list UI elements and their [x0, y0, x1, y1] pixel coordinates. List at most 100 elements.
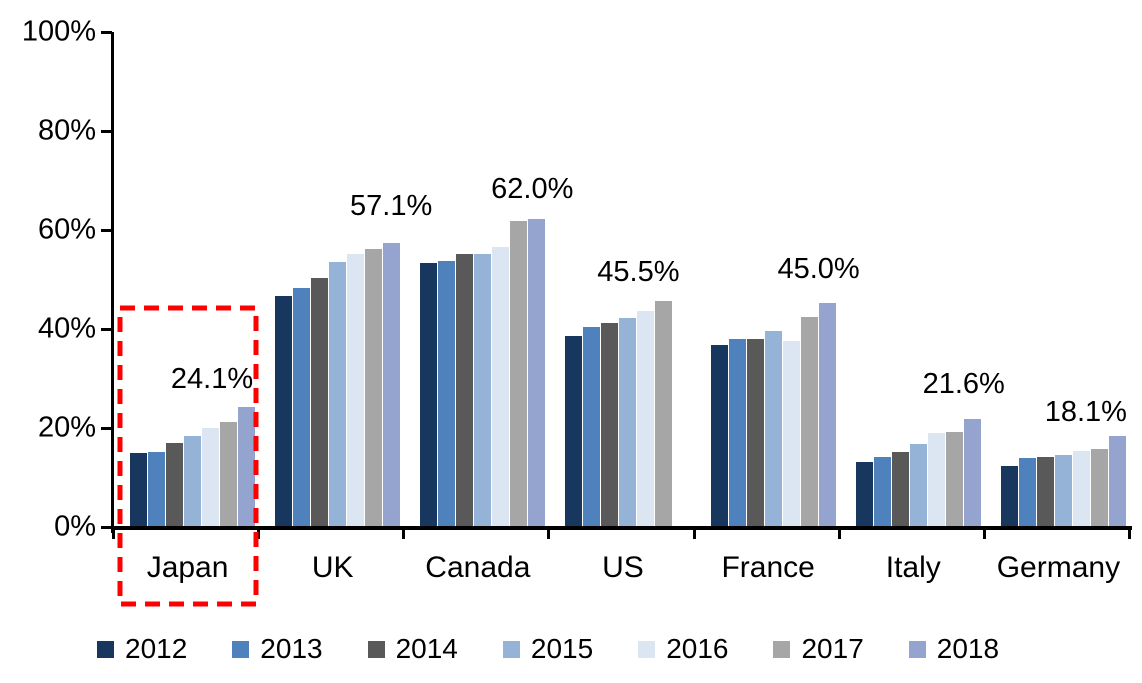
y-axis-tick [101, 129, 112, 133]
bar-italy-2018 [963, 419, 981, 526]
bar-japan-2012 [130, 452, 147, 526]
legend-swatch-2015 [502, 640, 520, 658]
bar-group-uk: 57.1% [260, 32, 432, 526]
y-axis-tick [101, 426, 112, 430]
legend-label-2012: 2012 [125, 633, 188, 664]
bar-germany-2018 [1108, 436, 1126, 526]
bar-germany-2016 [1072, 450, 1090, 526]
data-label-uk: 57.1% [350, 190, 433, 223]
bar-us-2016 [637, 311, 655, 526]
bar-group-italy: 21.6% [841, 32, 1005, 526]
legend-label-2017: 2017 [801, 633, 864, 664]
legend-swatch-2018 [908, 640, 926, 658]
bar-canada-2018 [528, 219, 546, 526]
bar-canada-2015 [474, 254, 492, 526]
legend-label-2013: 2013 [260, 633, 323, 664]
y-axis-tick [101, 525, 112, 529]
legend-item-2013: 2013 [232, 633, 323, 664]
y-axis-line [111, 32, 114, 533]
legend-label-2014: 2014 [395, 633, 458, 664]
category-label-germany: Germany [996, 551, 1121, 584]
x-axis-line [111, 526, 1132, 530]
bar-uk-2016 [347, 254, 365, 526]
bar-germany-2013 [1018, 458, 1036, 526]
legend-item-2012: 2012 [97, 634, 187, 664]
bar-italy-2015 [909, 443, 927, 526]
x-axis-tick [112, 529, 115, 539]
bar-us-2017 [655, 300, 673, 526]
y-axis-tick-label: 80% [37, 114, 96, 147]
data-label-italy: 21.6% [922, 368, 1005, 401]
legend-label-2016: 2016 [666, 633, 729, 664]
bar-us-2015 [619, 318, 637, 526]
legend-swatch-2017 [773, 640, 791, 658]
category-label-us: US [602, 551, 644, 584]
bar-canada-2012 [420, 263, 438, 526]
bar-italy-2013 [873, 457, 891, 526]
x-axis-tick [402, 529, 406, 539]
bar-france-2017 [800, 316, 818, 526]
bar-germany-2015 [1054, 454, 1072, 526]
bar-japan-2015 [184, 436, 201, 526]
legend-swatch-2016 [638, 640, 656, 658]
y-axis-tick [101, 30, 112, 34]
bar-group-canada: 62.0% [405, 32, 573, 526]
legend-label-2018: 2018 [936, 633, 1000, 664]
data-label-germany: 18.1% [1044, 396, 1127, 429]
bar-uk-2013 [293, 288, 311, 526]
bar-italy-2012 [855, 461, 873, 526]
bar-canada-2017 [510, 221, 528, 526]
bar-france-2018 [818, 303, 836, 526]
bar-italy-2016 [927, 433, 945, 526]
bar-canada-2014 [456, 253, 474, 526]
bar-canada-2013 [438, 260, 456, 526]
legend: 2012 2013 2014 2015 2016 2017 2018 [97, 631, 999, 667]
x-axis-tick [692, 529, 696, 539]
category-label-uk: UK [311, 551, 354, 584]
bar-italy-2014 [891, 451, 909, 526]
bar-group-japan: 24.1% [115, 32, 260, 526]
data-label-japan: 24.1% [170, 362, 254, 395]
category-label-canada: Canada [425, 551, 531, 584]
bar-france-2013 [728, 338, 746, 526]
y-axis-tick-label: 60% [37, 213, 96, 246]
bar-group-france: 45.0% [696, 32, 860, 526]
bar-france-2015 [764, 330, 782, 526]
bar-germany-2012 [1000, 465, 1018, 526]
bar-france-2012 [710, 344, 728, 526]
bar-france-2014 [746, 339, 764, 526]
legend-item-2016: 2016 [638, 634, 728, 664]
bar-uk-2012 [275, 296, 293, 526]
data-label-canada: 62.0% [491, 173, 574, 206]
x-axis-tick [837, 529, 841, 539]
category-label-italy: Italy [885, 551, 941, 584]
legend-swatch-2014 [367, 640, 385, 658]
y-axis-tick-label: 0% [54, 510, 96, 543]
y-axis-tick [101, 327, 112, 331]
bar-japan-2014 [166, 443, 183, 526]
bar-germany-2017 [1090, 448, 1108, 526]
legend-item-2018: 2018 [908, 633, 1000, 664]
bar-germany-2014 [1036, 457, 1054, 526]
legend-label-2015: 2015 [530, 633, 594, 664]
y-axis-tick-label: 100% [21, 15, 96, 48]
legend-item-2015: 2015 [502, 633, 594, 664]
plot-area: 100% 80% 60% 40% 20% 0% 24.1% 57.1% 62.0% 45.5% 45… [22, 17, 1132, 541]
bar-japan-2016 [202, 428, 219, 526]
bar-japan-2017 [220, 421, 237, 526]
y-axis-tick-label: 20% [37, 411, 96, 444]
category-label-france: France [721, 551, 815, 584]
legend-swatch-2013 [232, 640, 250, 658]
data-label-us: 45.5% [597, 255, 680, 288]
bar-uk-2015 [329, 261, 347, 526]
bar-france-2016 [782, 340, 800, 526]
bar-us-2014 [601, 323, 619, 526]
x-axis-tick [982, 529, 986, 539]
bar-group-us: 45.5% [550, 32, 695, 526]
bar-uk-2018 [383, 243, 401, 526]
bar-uk-2017 [365, 248, 383, 526]
legend-item-2014: 2014 [367, 633, 458, 664]
bar-uk-2014 [311, 278, 329, 526]
bar-group-germany: 18.1% [986, 32, 1131, 526]
bar-us-2013 [583, 327, 601, 526]
